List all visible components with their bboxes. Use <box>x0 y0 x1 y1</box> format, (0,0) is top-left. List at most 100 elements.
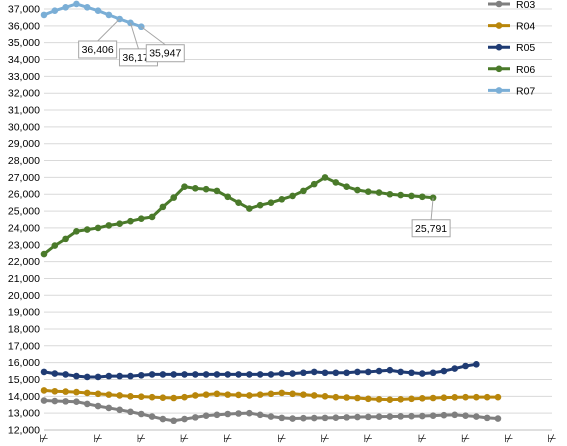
y-tick-label: 34,000 <box>8 54 40 66</box>
x-tick-label: ⊬ <box>223 433 232 445</box>
data-point-r03 <box>181 415 188 423</box>
y-axis: 12,000 13,000 14,000 15,000 16,000 17,000 18,0… <box>8 4 40 437</box>
data-point-r04 <box>83 389 91 397</box>
data-point-r03 <box>321 414 329 422</box>
data-point-r04 <box>332 393 340 401</box>
data-point-r05 <box>343 369 350 377</box>
data-point-r07 <box>73 0 80 8</box>
data-point-r05 <box>364 368 372 376</box>
data-point-r03 <box>364 413 372 421</box>
data-point-r05 <box>310 368 318 376</box>
data-point-r06 <box>137 215 145 222</box>
callout-leader <box>97 18 121 42</box>
data-point-r05 <box>224 371 232 378</box>
data-point-r05 <box>137 371 145 379</box>
data-point-r03 <box>62 398 69 405</box>
data-point-r05 <box>397 368 404 376</box>
data-point-r04 <box>375 396 383 403</box>
data-point-r05 <box>386 366 394 374</box>
data-point-r05 <box>429 369 437 377</box>
y-tick-label: 29,000 <box>8 138 40 150</box>
data-point-r05 <box>289 370 296 377</box>
data-point-r06 <box>116 220 123 228</box>
data-point-r05 <box>83 373 91 381</box>
data-point-r03 <box>473 413 480 420</box>
data-point-r06 <box>40 250 48 258</box>
legend-label-r06: R06 <box>516 64 535 76</box>
data-point-r05 <box>202 371 210 378</box>
legend-label-r05: R05 <box>516 42 535 54</box>
data-point-r06 <box>354 186 361 194</box>
y-tick-label: 19,000 <box>8 307 40 319</box>
y-tick-label: 18,000 <box>8 323 40 335</box>
x-tick-label: ⊬ <box>93 433 102 445</box>
data-point-r04 <box>418 395 426 402</box>
data-point-r06 <box>224 193 232 201</box>
data-point-r06 <box>278 195 286 203</box>
data-point-r05 <box>40 368 48 376</box>
data-point-r06 <box>62 235 69 243</box>
y-tick-label: 27,000 <box>8 172 40 184</box>
data-point-r03 <box>278 414 286 422</box>
data-point-r03 <box>494 415 502 422</box>
data-point-r06 <box>397 191 404 199</box>
data-point-r06 <box>332 179 340 186</box>
data-point-r03 <box>127 408 134 416</box>
data-point-r05 <box>148 371 156 378</box>
data-point-r05 <box>440 367 448 375</box>
data-point-r04 <box>321 393 329 400</box>
data-point-r04 <box>483 393 491 401</box>
data-point-r06 <box>235 199 242 206</box>
data-point-r07 <box>40 11 48 19</box>
y-tick-label: 28,000 <box>8 155 40 167</box>
data-point-r05 <box>408 369 415 377</box>
data-point-r03 <box>267 413 275 420</box>
data-point-r05 <box>354 368 361 376</box>
x-axis: ⊬ ⊬ ⊬ ⊬ ⊬ ⊬ ⊬ ⊬ ⊬ ⊬ ⊬ ⊬ <box>39 429 557 445</box>
data-point-r04 <box>408 395 415 403</box>
data-point-r03 <box>137 410 145 418</box>
data-point-r07 <box>94 7 102 14</box>
data-point-r05 <box>73 372 80 380</box>
data-point-r03 <box>354 413 361 421</box>
callout-leader <box>129 22 139 50</box>
y-tick-label: 25,000 <box>8 206 40 218</box>
legend-marker-r05 <box>495 43 503 51</box>
data-point-r03 <box>397 413 404 420</box>
data-point-r03 <box>73 398 80 406</box>
data-point-r04 <box>440 394 448 401</box>
data-point-r04 <box>213 390 221 398</box>
x-tick-label: ⊬ <box>277 433 286 445</box>
data-point-r03 <box>202 412 210 419</box>
legend-marker-r03 <box>495 0 503 8</box>
data-point-r05 <box>51 370 59 377</box>
data-point-r05 <box>256 371 264 378</box>
y-tick-label: 15,000 <box>8 374 40 386</box>
data-point-r06 <box>289 192 296 200</box>
data-point-r06 <box>192 185 199 192</box>
y-tick-label: 26,000 <box>8 189 40 201</box>
data-point-r03 <box>300 414 307 422</box>
data-point-r03 <box>94 402 102 410</box>
data-point-r04 <box>300 391 307 398</box>
data-point-r06 <box>213 187 221 195</box>
data-point-r05 <box>278 370 286 377</box>
data-point-r06 <box>170 194 178 201</box>
data-point-r06 <box>256 201 264 209</box>
data-point-r05 <box>332 369 340 377</box>
legend: R03 R04 R05 R06 R07 <box>488 0 535 97</box>
data-point-r03 <box>343 414 350 421</box>
data-point-r03 <box>170 417 178 425</box>
y-tick-label: 32,000 <box>8 88 40 100</box>
data-point-r06 <box>267 199 275 206</box>
data-point-r06 <box>246 205 253 212</box>
data-point-r05 <box>192 371 199 378</box>
data-point-r04 <box>289 390 296 398</box>
data-point-r03 <box>105 404 113 412</box>
data-point-r05 <box>116 372 123 380</box>
data-point-r05 <box>375 367 383 375</box>
data-point-r04 <box>94 390 102 398</box>
data-point-r03 <box>192 414 199 421</box>
y-tick-label: 30,000 <box>8 121 40 133</box>
